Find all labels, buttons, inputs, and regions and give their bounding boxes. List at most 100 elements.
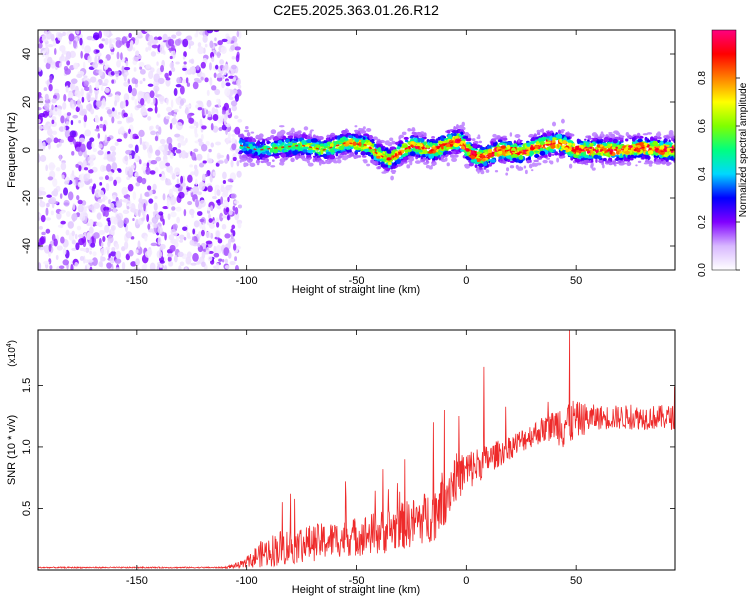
spectrogram-cell bbox=[256, 135, 262, 139]
spectrogram-cell bbox=[566, 151, 572, 156]
spectrogram-cell bbox=[173, 113, 177, 118]
spectrogram-cell bbox=[579, 142, 584, 145]
spectrogram-cell bbox=[69, 83, 74, 90]
spectrogram-cell bbox=[625, 138, 629, 142]
spectrogram-cell bbox=[244, 143, 249, 147]
spectrogram-cell bbox=[206, 30, 214, 34]
spectrogram-cell bbox=[92, 183, 97, 190]
spectrogram-cell bbox=[117, 120, 122, 125]
spectrogram-cell bbox=[451, 151, 457, 154]
spectrogram-cell bbox=[169, 55, 173, 60]
spectrogram-cell bbox=[241, 148, 247, 152]
spectrogram-cell bbox=[299, 147, 303, 151]
spectrogram-cell bbox=[280, 153, 287, 158]
spectrogram-cell bbox=[301, 133, 306, 139]
spectrogram-cell bbox=[184, 267, 188, 270]
spectrogram-cell bbox=[611, 146, 616, 150]
spectrogram-cell bbox=[209, 40, 214, 49]
spectrogram-cell bbox=[358, 135, 362, 139]
spectrogram-cell bbox=[580, 158, 585, 161]
spectrogram-cell bbox=[72, 138, 76, 145]
spectrogram-cell bbox=[65, 229, 70, 236]
spectrogram-cell bbox=[152, 211, 157, 215]
spectrogram-cell bbox=[80, 87, 84, 97]
spectrogram-cell bbox=[40, 214, 46, 223]
spectrogram-cell bbox=[137, 209, 141, 218]
spectrogram-cell bbox=[195, 30, 199, 36]
spectrogram-cell bbox=[282, 135, 287, 140]
spectrogram-cell bbox=[441, 145, 444, 150]
snr-series-line bbox=[38, 330, 675, 570]
spectrogram-cell bbox=[167, 213, 171, 221]
spectrogram-cell bbox=[110, 71, 115, 76]
spectrogram-cell bbox=[325, 151, 331, 156]
spectrogram-cell bbox=[339, 137, 345, 143]
spectrogram-cell bbox=[590, 149, 594, 155]
spectrogram-cell bbox=[207, 116, 213, 121]
spectrogram-cell bbox=[170, 99, 174, 108]
spectrogram-cell bbox=[132, 47, 136, 52]
spectrogram-cell bbox=[57, 108, 62, 117]
spectrogram-cell bbox=[596, 152, 602, 155]
spectrogram-cell bbox=[306, 138, 313, 144]
spectrogram-cell bbox=[123, 73, 127, 82]
spectrogram-cell bbox=[65, 85, 69, 93]
spectrogram-cell bbox=[462, 135, 469, 139]
spectrogram-cell bbox=[391, 140, 396, 145]
spectrogram-cell bbox=[187, 174, 193, 183]
spectrogram-cell bbox=[97, 198, 103, 204]
spectrogram-cell bbox=[47, 123, 54, 127]
spectrogram-cell bbox=[89, 178, 93, 184]
spectrogram-cell bbox=[205, 249, 210, 254]
spectrogram-cell bbox=[244, 129, 250, 133]
spectrogram-cell bbox=[575, 151, 580, 156]
spectrogram-cell bbox=[228, 209, 233, 216]
spectrogram-cell bbox=[230, 193, 237, 199]
colorbar-tick-label: 0.8 bbox=[697, 71, 708, 85]
spectrogram-cell bbox=[326, 135, 330, 138]
spectrogram-cell bbox=[353, 154, 357, 159]
spectrogram-cell bbox=[487, 158, 491, 162]
spectrogram-cell bbox=[193, 220, 200, 228]
spectrogram-cell bbox=[223, 102, 230, 111]
spectrogram-cell bbox=[238, 151, 243, 155]
spectrogram-cell bbox=[189, 208, 195, 216]
spectrogram-cell bbox=[123, 93, 130, 102]
spectrogram-cell bbox=[170, 211, 177, 218]
spectrogram-cell bbox=[404, 139, 409, 143]
spectrogram-cell bbox=[47, 128, 53, 136]
spectrogram-cell bbox=[574, 158, 581, 163]
spectrogram-cell bbox=[60, 220, 66, 225]
spectrogram-cell bbox=[429, 142, 433, 147]
spectrogram-cell bbox=[307, 162, 314, 167]
spectrogram-cell bbox=[355, 139, 359, 143]
spectrogram-cell bbox=[45, 62, 51, 70]
spectrogram-cell bbox=[206, 89, 210, 97]
spectrogram-cell bbox=[71, 170, 75, 177]
spectrogram-cell bbox=[173, 88, 178, 97]
spectrogram-cell bbox=[118, 127, 125, 134]
spectrogram-cell bbox=[106, 153, 113, 162]
spectrogram-cell bbox=[179, 105, 182, 109]
spectrogram-cell bbox=[615, 146, 618, 149]
spectrogram-cell bbox=[83, 114, 88, 123]
spectrogram-cell bbox=[494, 151, 498, 157]
spectrogram-cell bbox=[266, 136, 272, 141]
spectrogram-cell bbox=[348, 135, 353, 138]
spectrogram-cell bbox=[526, 142, 531, 147]
spectrogram-cell bbox=[602, 157, 607, 162]
spectrogram-cell bbox=[291, 146, 296, 149]
spectrogram-cell bbox=[160, 64, 165, 73]
spectrogram-cell bbox=[103, 156, 107, 160]
spectrogram-cell bbox=[309, 130, 313, 135]
spectrogram-cell bbox=[529, 140, 536, 145]
spectrogram-cell bbox=[517, 138, 521, 143]
spectrogram-cell bbox=[210, 123, 214, 131]
colorbar-label: Normalized spectral amplitude bbox=[738, 82, 749, 217]
spectrogram-cell bbox=[175, 31, 182, 37]
spectrogram-cell bbox=[172, 146, 178, 151]
spectrogram-cell bbox=[221, 223, 227, 230]
spectrogram-cell bbox=[47, 44, 54, 48]
spectrogram-cell bbox=[248, 156, 251, 161]
